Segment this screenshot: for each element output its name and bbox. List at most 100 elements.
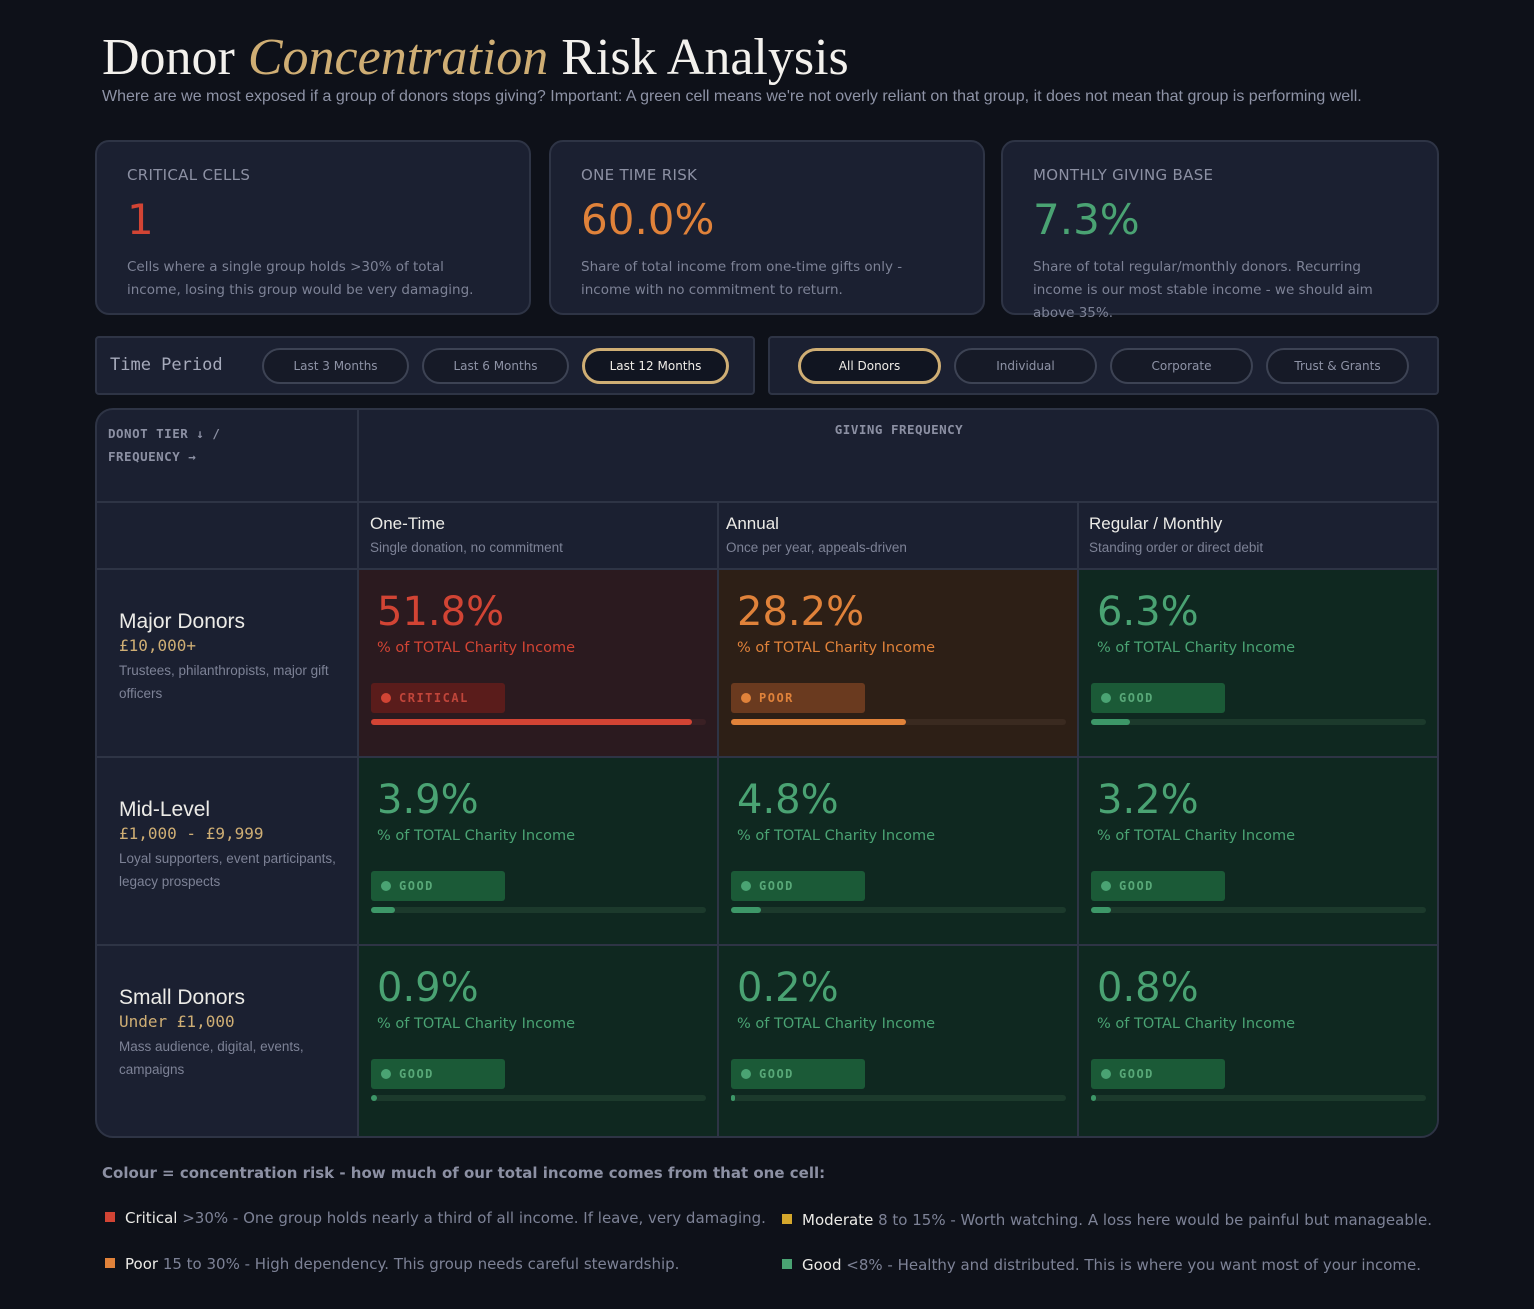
cell-caption: % of TOTAL Charity Income	[1097, 828, 1296, 844]
giving-frequency-label: GIVING FREQUENCY	[834, 422, 964, 437]
row-header-small-donors: Small Donors Under £1,000 Mass audience,…	[119, 986, 344, 1081]
time-period-label: Time Period	[110, 355, 223, 375]
pill-corporate[interactable]: Corporate	[1110, 348, 1253, 384]
status-badge: GOOD	[1091, 1059, 1225, 1089]
status-badge: GOOD	[371, 1059, 505, 1089]
status-label: POOR	[759, 691, 794, 705]
cell-small-donors-one-time[interactable]: 0.9% % of TOTAL Charity Income GOOD	[359, 946, 717, 1136]
concentration-bar-fill	[731, 719, 906, 725]
concentration-bar-fill	[731, 907, 761, 913]
column-subtitle: Single donation, no commitment	[370, 540, 563, 555]
cell-value: 6.3%	[1097, 589, 1199, 635]
legend-item-critical: Critical >30% - One group holds nearly a…	[105, 1209, 766, 1227]
cell-mid-level-one-time[interactable]: 3.9% % of TOTAL Charity Income GOOD	[359, 758, 717, 946]
status-badge: GOOD	[1091, 683, 1225, 713]
kpi-row: CRITICAL CELLS 1 Cells where a single gr…	[95, 140, 1439, 321]
status-dot-icon	[1101, 881, 1111, 891]
concentration-bar-track	[731, 1095, 1066, 1101]
concentration-bar-track	[731, 719, 1066, 725]
cell-value: 3.2%	[1097, 777, 1199, 823]
column-header-annual: Annual Once per year, appeals-driven	[726, 514, 907, 555]
status-label: GOOD	[1119, 1067, 1154, 1081]
status-dot-icon	[381, 693, 391, 703]
kpi-description: Cells where a single group holds >30% of…	[127, 259, 474, 298]
cell-caption: % of TOTAL Charity Income	[737, 640, 936, 656]
cell-mid-level-regular-monthly[interactable]: 3.2% % of TOTAL Charity Income GOOD	[1079, 758, 1437, 946]
kpi-value: 60.0%	[581, 195, 715, 244]
cell-caption: % of TOTAL Charity Income	[377, 1016, 576, 1032]
concentration-bar-fill	[371, 719, 693, 725]
row-description: Trustees, philanthropists, major gift of…	[119, 663, 329, 701]
kpi-value: 7.3%	[1033, 195, 1140, 244]
kpi-value: 1	[127, 195, 154, 244]
donor-type-filter: All Donors Individual Corporate Trust & …	[768, 336, 1439, 395]
pill-trust-grants[interactable]: Trust & Grants	[1266, 348, 1409, 384]
column-subtitle: Standing order or direct debit	[1089, 540, 1264, 555]
legend-item-poor: Poor 15 to 30% - High dependency. This g…	[105, 1255, 679, 1273]
title-part: Risk Analysis	[548, 29, 849, 86]
cell-value: 0.9%	[377, 965, 479, 1011]
concentration-bar-track	[371, 719, 706, 725]
status-dot-icon	[741, 693, 751, 703]
cell-value: 0.8%	[1097, 965, 1199, 1011]
legend-item-good: Good <8% - Healthy and distributed. This…	[782, 1256, 1421, 1274]
cell-mid-level-annual[interactable]: 4.8% % of TOTAL Charity Income GOOD	[719, 758, 1077, 946]
column-title: Regular / Monthly	[1089, 514, 1223, 533]
status-badge: GOOD	[1091, 871, 1225, 901]
concentration-bar-fill	[1091, 907, 1111, 913]
status-dot-icon	[741, 1069, 751, 1079]
cell-caption: % of TOTAL Charity Income	[1097, 1016, 1296, 1032]
row-title: Major Donors	[119, 610, 246, 633]
concentration-bar-fill	[371, 1095, 377, 1101]
cell-caption: % of TOTAL Charity Income	[737, 828, 936, 844]
legend-text: 15 to 30% - High dependency. This group …	[158, 1255, 680, 1273]
concentration-bar-fill	[371, 907, 396, 913]
row-header-major-donors: Major Donors £10,000+ Trustees, philanth…	[119, 610, 344, 705]
status-label: GOOD	[759, 1067, 794, 1081]
kpi-description: Share of total income from one-time gift…	[581, 259, 903, 298]
cell-small-donors-regular-monthly[interactable]: 0.8% % of TOTAL Charity Income GOOD	[1079, 946, 1437, 1136]
kpi-card-one-time-risk: ONE TIME RISK 60.0% Share of total incom…	[549, 140, 985, 315]
cell-value: 51.8%	[377, 589, 505, 635]
status-dot-icon	[381, 881, 391, 891]
kpi-label: CRITICAL CELLS	[127, 166, 251, 184]
legend-name: Good	[802, 1256, 842, 1274]
column-header-one-time: One-Time Single donation, no commitment	[370, 514, 563, 555]
concentration-bar-track	[1091, 907, 1426, 913]
pill-last-3-months[interactable]: Last 3 Months	[262, 348, 409, 384]
pill-individual[interactable]: Individual	[954, 348, 1097, 384]
concentration-bar-track	[731, 907, 1066, 913]
row-range: £10,000+	[119, 636, 197, 655]
legend-text: <8% - Healthy and distributed. This is w…	[841, 1256, 1422, 1274]
status-label: GOOD	[399, 879, 434, 893]
legend-heading: Colour = concentration risk - how much o…	[102, 1164, 826, 1182]
legend-name: Moderate	[802, 1211, 874, 1229]
status-label: GOOD	[1119, 879, 1154, 893]
concentration-bar-track	[371, 1095, 706, 1101]
column-title: One-Time	[370, 514, 445, 533]
legend-text: 8 to 15% - Worth watching. A loss here w…	[873, 1211, 1433, 1229]
row-header-mid-level: Mid-Level £1,000 - £9,999 Loyal supporte…	[119, 798, 344, 893]
concentration-bar-fill	[731, 1095, 735, 1101]
cell-major-donors-annual[interactable]: 28.2% % of TOTAL Charity Income POOR	[719, 570, 1077, 758]
column-title: Annual	[726, 514, 779, 533]
cell-major-donors-regular-monthly[interactable]: 6.3% % of TOTAL Charity Income GOOD	[1079, 570, 1437, 758]
cell-major-donors-one-time[interactable]: 51.8% % of TOTAL Charity Income CRITICAL	[359, 570, 717, 758]
cell-small-donors-annual[interactable]: 0.2% % of TOTAL Charity Income GOOD	[719, 946, 1077, 1136]
concentration-bar-track	[1091, 719, 1426, 725]
page-title: Donor Concentration Risk Analysis	[102, 28, 849, 88]
column-subtitle: Once per year, appeals-driven	[726, 540, 907, 555]
status-badge: POOR	[731, 683, 865, 713]
row-title: Mid-Level	[119, 798, 211, 821]
pill-last-12-months[interactable]: Last 12 Months	[582, 348, 729, 384]
legend-swatch	[782, 1214, 792, 1224]
column-header-regular-monthly: Regular / Monthly Standing order or dire…	[1089, 514, 1263, 555]
pill-last-6-months[interactable]: Last 6 Months	[422, 348, 569, 384]
status-label: GOOD	[759, 879, 794, 893]
grid-corner-label: DONOT TIER ↓ / FREQUENCY →	[108, 422, 220, 468]
pill-all-donors[interactable]: All Donors	[798, 348, 941, 384]
cell-value: 3.9%	[377, 777, 479, 823]
title-part: Donor	[102, 29, 248, 86]
cell-caption: % of TOTAL Charity Income	[737, 1016, 936, 1032]
row-description: Mass audience, digital, events, campaign…	[119, 1039, 304, 1077]
